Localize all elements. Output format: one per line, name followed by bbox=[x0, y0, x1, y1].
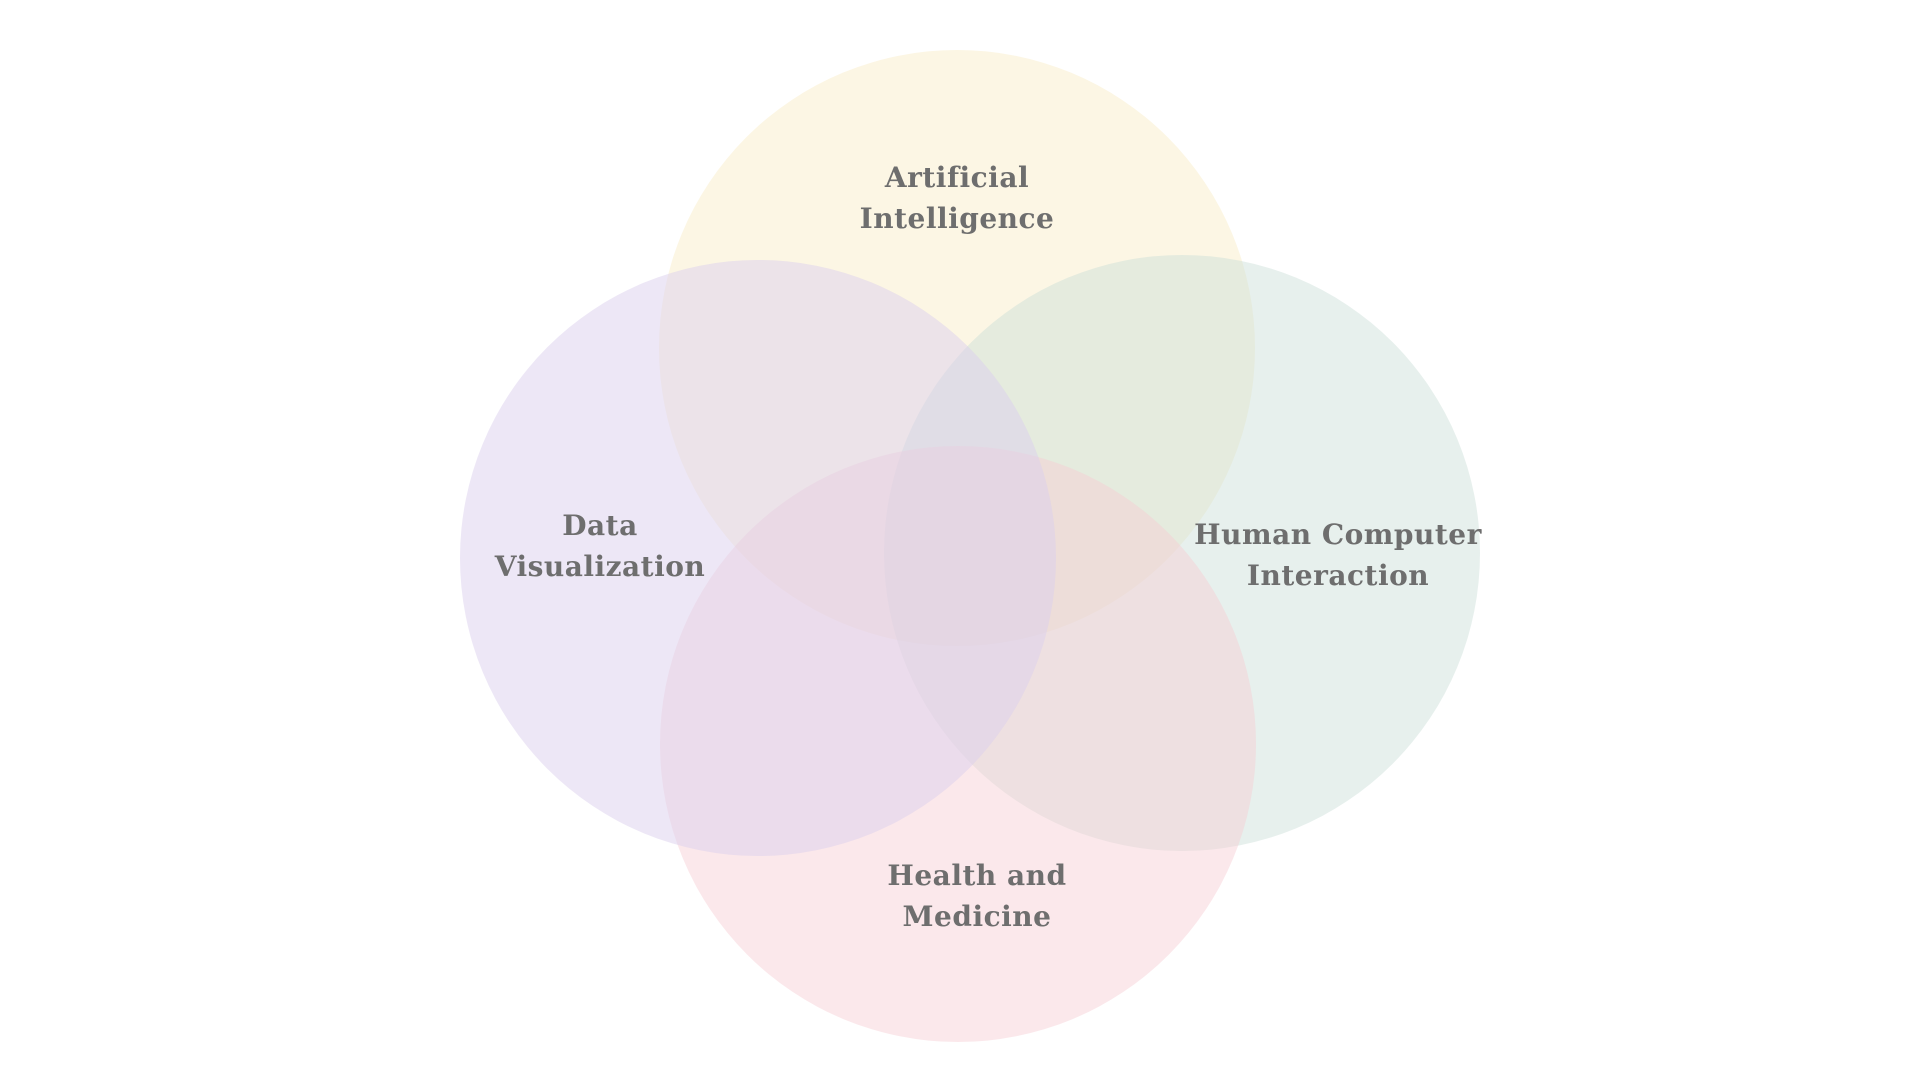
label-line: Interaction bbox=[1246, 559, 1430, 592]
label-line: Medicine bbox=[902, 900, 1052, 933]
label-line: Data bbox=[562, 509, 638, 542]
label-human-computer-interaction: Human Computer Interaction bbox=[1194, 514, 1482, 596]
label-line: Artificial bbox=[884, 161, 1030, 194]
circle-human-computer-interaction bbox=[884, 255, 1480, 851]
label-line: Visualization bbox=[494, 550, 706, 583]
label-artificial-intelligence: Artificial Intelligence bbox=[860, 157, 1055, 239]
label-health-and-medicine: Health and Medicine bbox=[887, 855, 1066, 937]
label-line: Intelligence bbox=[859, 202, 1055, 235]
circle-data-visualization bbox=[460, 260, 1056, 856]
label-line: Health and bbox=[887, 859, 1067, 892]
label-line: Human Computer bbox=[1194, 518, 1482, 551]
label-data-visualization: Data Visualization bbox=[495, 505, 706, 587]
